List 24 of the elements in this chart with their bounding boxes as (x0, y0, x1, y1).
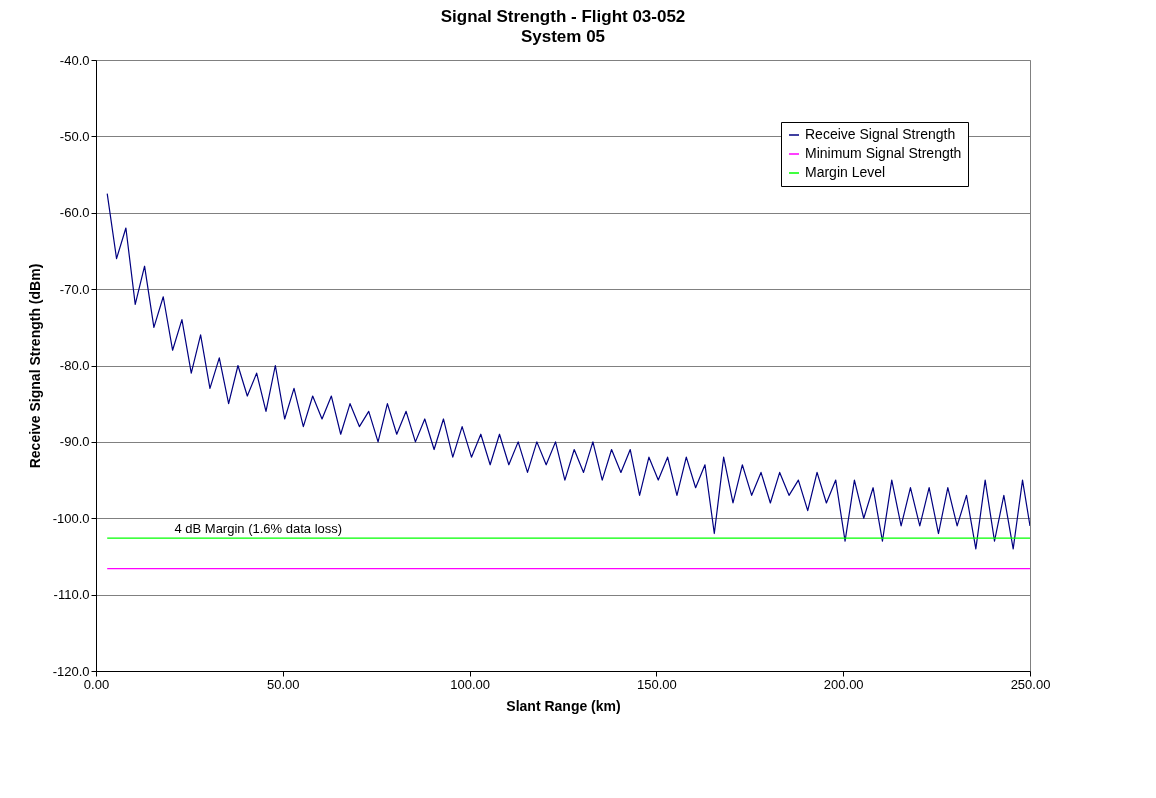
x-tick-label: 0.00 (83, 676, 110, 692)
x-tick-label: 50.00 (267, 676, 300, 692)
line-series (106, 193, 1030, 550)
y-axis-title: Receive Signal Strength (dBm) (26, 263, 43, 469)
legend-label: Minimum Signal Strength (805, 145, 962, 161)
y-tick-label: -70.0 (59, 281, 90, 297)
x-tick-label: 200.00 (823, 676, 864, 692)
legend-label: Margin Level (805, 164, 886, 180)
legend-label: Receive Signal Strength (805, 126, 956, 142)
y-tick-label: -50.0 (59, 128, 90, 144)
annotation: 4 dB Margin (1.6% data loss) (174, 521, 343, 537)
y-tick-label: -120.0 (52, 663, 90, 679)
x-axis-title: Slant Range (km) (506, 697, 621, 714)
y-tick-label: -40.0 (59, 52, 90, 68)
y-tick-label: -80.0 (59, 358, 90, 373)
chart-subtitle: System 05 (520, 27, 606, 46)
chart-title: Signal Strength - Flight 03-052 (440, 7, 686, 26)
y-tick-label: -100.0 (52, 510, 90, 526)
x-tick-label: 150.00 (637, 676, 677, 692)
x-tick-label: 250.00 (1010, 676, 1051, 692)
y-tick-label: -90.0 (59, 434, 90, 450)
y-tick-label: -110.0 (53, 587, 90, 603)
y-tick-label: -60.0 (59, 205, 90, 221)
x-tick-label: 100.00 (450, 676, 490, 692)
